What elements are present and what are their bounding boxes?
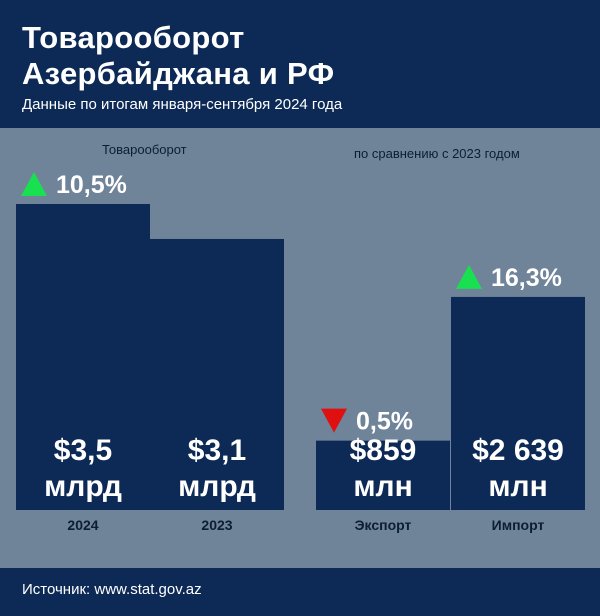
change-label-импорт: 16,3%: [491, 264, 562, 292]
arrow-up-icon-2024: [21, 172, 47, 196]
page-title: Товарооборот Азербайджана и РФ: [22, 20, 335, 91]
page-subtitle: Данные по итогам января-сентября 2024 го…: [22, 96, 343, 113]
caption-right: по сравнению с 2023 годом: [354, 146, 520, 161]
arrow-down-icon-экспорт: [321, 408, 347, 433]
change-label-2024: 10,5%: [56, 171, 127, 199]
bar-2023: [150, 238, 284, 510]
footer: Источник: www.stat.gov.az: [0, 568, 600, 616]
value-label-2024: $3,5 млрд: [44, 434, 122, 503]
value-label-импорт: $2 639 млн: [472, 434, 564, 503]
category-label-2023: 2023: [201, 517, 232, 533]
category-label-импорт: Импорт: [492, 517, 545, 533]
header: Товарооборот Азербайджана и РФ Данные по…: [0, 0, 600, 128]
caption-left: Товарооборот: [102, 142, 187, 157]
arrow-up-icon-импорт: [456, 264, 482, 289]
change-label-экспорт: 0,5%: [356, 408, 413, 436]
source-text: Источник: www.stat.gov.az: [22, 581, 202, 598]
bar-2024: [16, 204, 150, 510]
bar-импорт: [451, 296, 585, 510]
value-label-экспорт: $859 млн: [350, 434, 417, 503]
bar-chart: $3,5 млрд 2024 10,5% $3,1 млрд 2023 $859 млн Эксп…: [16, 171, 585, 533]
category-label-2024: 2024: [67, 517, 98, 533]
bar-экспорт: [316, 440, 450, 510]
value-label-2023: $3,1 млрд: [178, 434, 256, 503]
category-label-экспорт: Экспорт: [355, 517, 412, 533]
